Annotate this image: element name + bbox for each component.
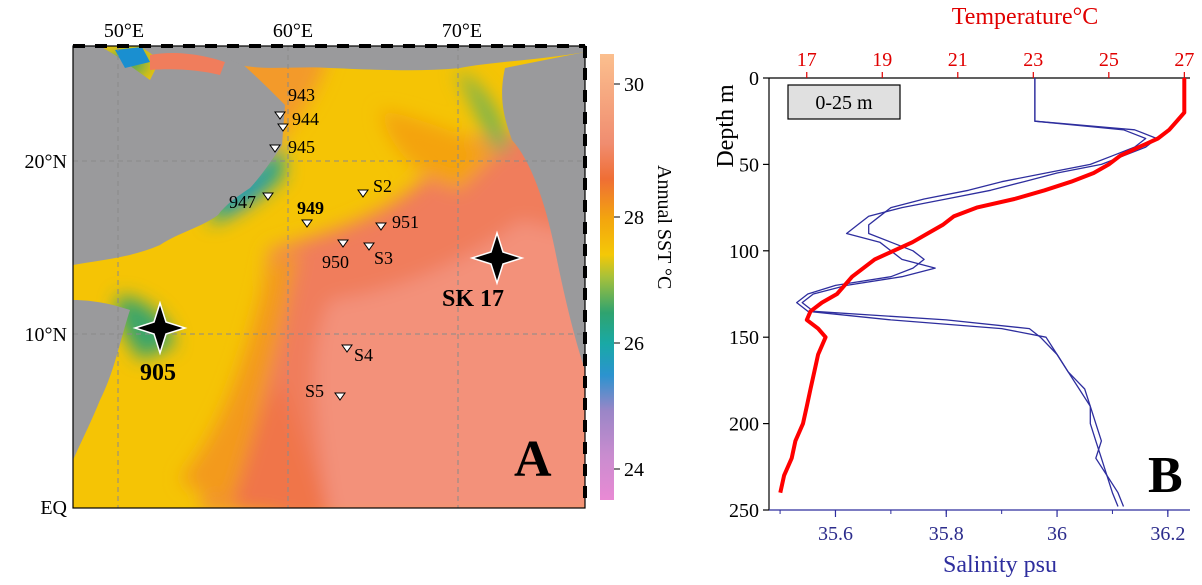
station-marker[interactable]: 950	[322, 239, 349, 272]
station-label: 951	[392, 212, 419, 232]
station-marker[interactable]: 943	[274, 85, 315, 120]
temperature-tick: 19	[872, 49, 892, 71]
station-marker[interactable]: 947	[229, 192, 274, 212]
depth-tick: 200	[729, 414, 759, 436]
lat-tick: EQ	[40, 497, 67, 519]
lon-tick: 50°E	[104, 20, 144, 42]
depth-tick: 150	[729, 327, 759, 349]
colorbar-tick: 24	[624, 459, 644, 481]
core-905[interactable]: 905	[132, 300, 188, 386]
station-marker[interactable]: 945	[269, 137, 315, 157]
station-marker[interactable]: 951	[375, 212, 419, 232]
temperature-tick: 25	[1099, 49, 1119, 71]
station-label: 950	[322, 252, 349, 272]
station-label: S2	[373, 176, 392, 196]
station-label: 949	[297, 198, 324, 218]
stations: 943 944 945 947 949 S2 951 950 S3 S4 S5	[229, 85, 419, 401]
salinity-tick: 36	[1047, 523, 1067, 545]
temperature-tick: 27	[1174, 49, 1194, 71]
core-sk17[interactable]: SK 17	[442, 230, 525, 312]
station-marker[interactable]: S4	[341, 344, 373, 365]
salinity-axis-label: Salinity psu	[943, 552, 1057, 578]
legend-box: 0-25 m	[787, 84, 901, 120]
land	[73, 46, 585, 460]
depth-axis-label: Depth m	[713, 84, 739, 168]
core-label: SK 17	[442, 286, 504, 312]
temperature-tick: 23	[1023, 49, 1043, 71]
sst-map: 50°E 60°E 70°E 20°N 10°N EQ 943 944 945 …	[25, 20, 587, 519]
temperature-axis-label: Temperature°C	[952, 4, 1099, 30]
profile-panel: 0 50 100 150 200 250 17 19 21 23 25 27 35.6 35.8 36 36.…	[713, 4, 1194, 578]
station-marker[interactable]: S5	[305, 381, 346, 401]
station-marker[interactable]: S3	[363, 242, 393, 268]
temperature-tick: 17	[797, 49, 817, 71]
depth-tick: 100	[729, 241, 759, 263]
station-label: 944	[292, 109, 319, 129]
salinity-tick: 35.8	[929, 523, 964, 545]
depth-tick: 0	[749, 68, 759, 90]
panel-label-b: B	[1148, 447, 1183, 504]
lat-tick: 20°N	[25, 151, 67, 173]
station-marker[interactable]: 944	[277, 109, 319, 132]
station-label: S5	[305, 381, 324, 401]
lon-tick: 60°E	[273, 20, 313, 42]
colorbar-label: Annual SST °C	[653, 165, 675, 289]
colorbar-tick: 30	[624, 74, 644, 96]
station-marker[interactable]: 949	[297, 198, 324, 228]
salinity-profile-line	[801, 78, 1158, 507]
station-label: 945	[288, 137, 315, 157]
salinity-tick: 36.2	[1150, 523, 1185, 545]
lat-tick: 10°N	[25, 324, 67, 346]
panel-label-a: A	[514, 431, 552, 488]
station-label: S4	[354, 345, 373, 365]
salinity-tick: 35.6	[818, 523, 853, 545]
colorbar: 30 28 26 24 Annual SST °C	[600, 54, 675, 500]
colorbar-tick: 28	[624, 207, 644, 229]
legend-box-text: 0-25 m	[815, 92, 873, 114]
salinity-profile-line	[796, 78, 1147, 507]
depth-tick: 250	[729, 500, 759, 522]
lon-tick: 70°E	[442, 20, 482, 42]
station-label: 947	[229, 192, 256, 212]
station-label: 943	[288, 85, 315, 105]
core-label: 905	[140, 360, 176, 386]
temperature-tick: 21	[948, 49, 968, 71]
temperature-profile-line	[778, 78, 1187, 494]
colorbar-tick: 26	[624, 333, 644, 355]
depth-tick: 50	[739, 154, 759, 176]
station-marker[interactable]: S2	[357, 176, 392, 198]
station-label: S3	[374, 248, 393, 268]
